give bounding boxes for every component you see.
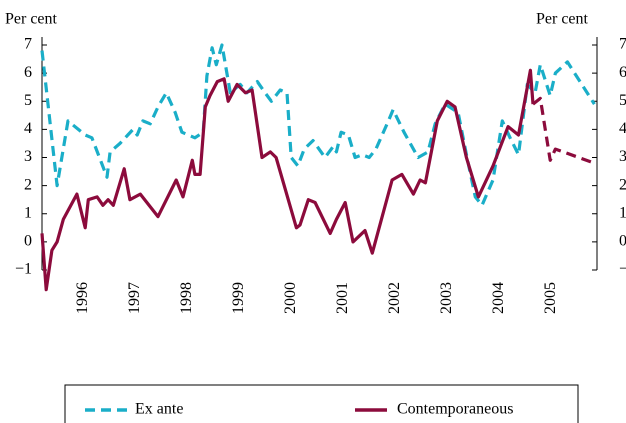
y-tick-label: −1 [15, 261, 32, 278]
y-tick-label: 5 [24, 92, 32, 109]
y2-tick-label: 1 [619, 204, 626, 221]
x-tick-label: 2003 [438, 282, 455, 314]
x-tick-label: 2001 [334, 282, 351, 314]
y-tick-label: 1 [24, 204, 32, 221]
y-tick-label: 7 [24, 36, 32, 53]
legend-box [64, 384, 579, 423]
x-tick-label: 2000 [282, 282, 299, 314]
line-series [532, 96, 595, 165]
y2-tick-label: 0 [619, 233, 626, 250]
y-tick-label: 6 [24, 64, 32, 81]
line-series [40, 43, 596, 207]
x-tick-label: 1998 [178, 282, 195, 314]
legend-label: Contemporaneous [397, 401, 513, 418]
y2-tick-label: 2 [619, 176, 626, 193]
x-tick-label: 1999 [230, 282, 247, 314]
y2-tick-label: 7 [619, 36, 626, 53]
x-tick-label: 1997 [126, 282, 143, 314]
y-tick-label: 2 [24, 176, 32, 193]
y2-tick-label: 4 [619, 120, 626, 137]
legend-label: Ex ante [135, 401, 183, 418]
y-tick-label: 4 [24, 120, 32, 137]
x-tick-label: 2002 [386, 282, 403, 314]
line-series [40, 68, 535, 292]
y2-tick-label: 3 [619, 148, 626, 165]
y-axis-label: Per cent [5, 11, 58, 28]
y2-axis-label: Per cent [536, 11, 589, 28]
y2-tick-label: 5 [619, 92, 626, 109]
x-tick-label: 2005 [542, 282, 559, 314]
y2-tick-label: 6 [619, 64, 626, 81]
y-tick-label: 3 [24, 148, 32, 165]
x-tick-label: 2004 [490, 282, 507, 314]
y-tick-label: 0 [24, 233, 32, 250]
x-tick-label: 1996 [74, 282, 91, 314]
y2-tick-label: −1 [619, 261, 626, 278]
